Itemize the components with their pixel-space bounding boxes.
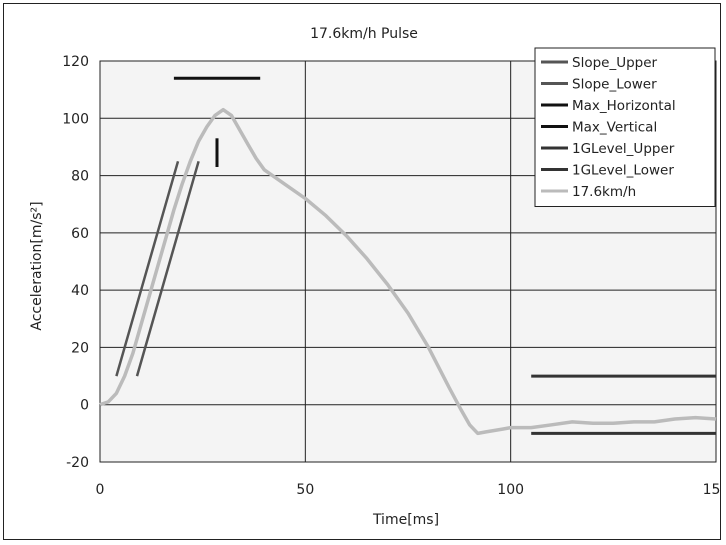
y-tick-labels: -20 0 20 40 60 80 100 120 bbox=[62, 54, 89, 471]
y-tick-label-3: 40 bbox=[71, 283, 89, 299]
x-tick-label-2: 100 bbox=[497, 482, 524, 498]
series-line-slope-lower bbox=[135, 160, 200, 377]
pulse-chart: 17.6km/h Pulse -20 0 20 40 60 80 100 120 0 50 100… bbox=[29, 26, 720, 528]
chart-frame: 17.6km/h Pulse -20 0 20 40 60 80 100 120 0 50 100… bbox=[3, 3, 721, 540]
legend-label-5: 1GLevel_Lower bbox=[572, 163, 674, 179]
y-tick-label-6: 100 bbox=[62, 111, 89, 127]
legend-label-0: Slope_Upper bbox=[572, 55, 658, 71]
y-axis-label: Acceleration[m/s²] bbox=[29, 201, 45, 330]
x-tick-label-1: 50 bbox=[296, 482, 314, 498]
chart-title: 17.6km/h Pulse bbox=[310, 26, 418, 42]
series-line-slope-upper bbox=[115, 160, 180, 377]
y-tick-label-0: -20 bbox=[66, 455, 89, 471]
legend: Slope_Upper Slope_Lower Max_Horizontal Max_… bbox=[534, 47, 716, 207]
y-tick-label-1: 0 bbox=[80, 398, 89, 414]
legend-label-4: 1GLevel_Upper bbox=[572, 141, 675, 157]
y-tick-label-5: 80 bbox=[71, 169, 89, 185]
y-tick-label-4: 60 bbox=[71, 226, 89, 242]
legend-label-3: Max_Vertical bbox=[572, 120, 657, 136]
legend-label-1: Slope_Lower bbox=[572, 77, 657, 93]
x-tick-labels: 0 50 100 150 bbox=[96, 482, 720, 498]
x-axis-label: Time[ms] bbox=[372, 512, 439, 528]
y-tick-label-2: 20 bbox=[71, 340, 89, 356]
x-tick-label-0: 0 bbox=[96, 482, 105, 498]
series-line-17-6km-h bbox=[99, 107, 717, 436]
series-lines bbox=[99, 76, 717, 436]
legend-label-6: 17.6km/h bbox=[572, 184, 636, 200]
y-tick-label-7: 120 bbox=[62, 54, 89, 70]
legend-label-2: Max_Horizontal bbox=[572, 98, 676, 114]
x-tick-label-3: 150 bbox=[703, 482, 720, 498]
